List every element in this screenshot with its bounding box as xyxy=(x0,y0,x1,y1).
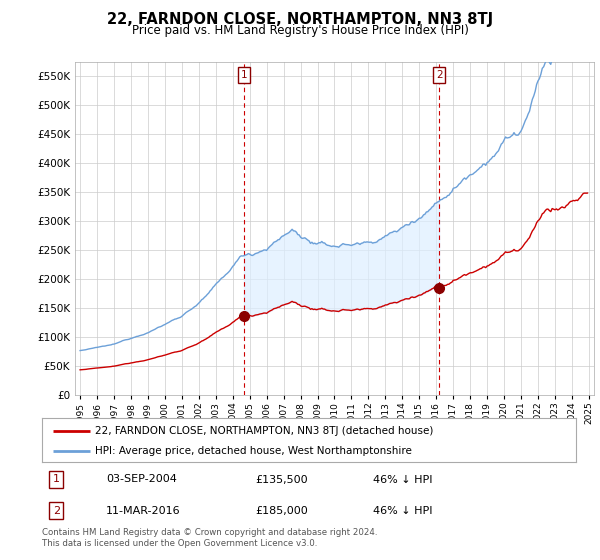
Text: Price paid vs. HM Land Registry's House Price Index (HPI): Price paid vs. HM Land Registry's House … xyxy=(131,24,469,37)
Text: £135,500: £135,500 xyxy=(256,474,308,484)
Text: 2: 2 xyxy=(436,70,442,80)
Text: 46% ↓ HPI: 46% ↓ HPI xyxy=(373,506,433,516)
Text: 11-MAR-2016: 11-MAR-2016 xyxy=(106,506,181,516)
Text: 2: 2 xyxy=(53,506,60,516)
Text: 22, FARNDON CLOSE, NORTHAMPTON, NN3 8TJ (detached house): 22, FARNDON CLOSE, NORTHAMPTON, NN3 8TJ … xyxy=(95,426,434,436)
Text: 1: 1 xyxy=(53,474,59,484)
Text: £185,000: £185,000 xyxy=(256,506,308,516)
Text: 03-SEP-2004: 03-SEP-2004 xyxy=(106,474,177,484)
Text: 1: 1 xyxy=(241,70,247,80)
Text: HPI: Average price, detached house, West Northamptonshire: HPI: Average price, detached house, West… xyxy=(95,446,412,456)
Text: 22, FARNDON CLOSE, NORTHAMPTON, NN3 8TJ: 22, FARNDON CLOSE, NORTHAMPTON, NN3 8TJ xyxy=(107,12,493,27)
Text: Contains HM Land Registry data © Crown copyright and database right 2024.
This d: Contains HM Land Registry data © Crown c… xyxy=(42,528,377,548)
Text: 46% ↓ HPI: 46% ↓ HPI xyxy=(373,474,433,484)
